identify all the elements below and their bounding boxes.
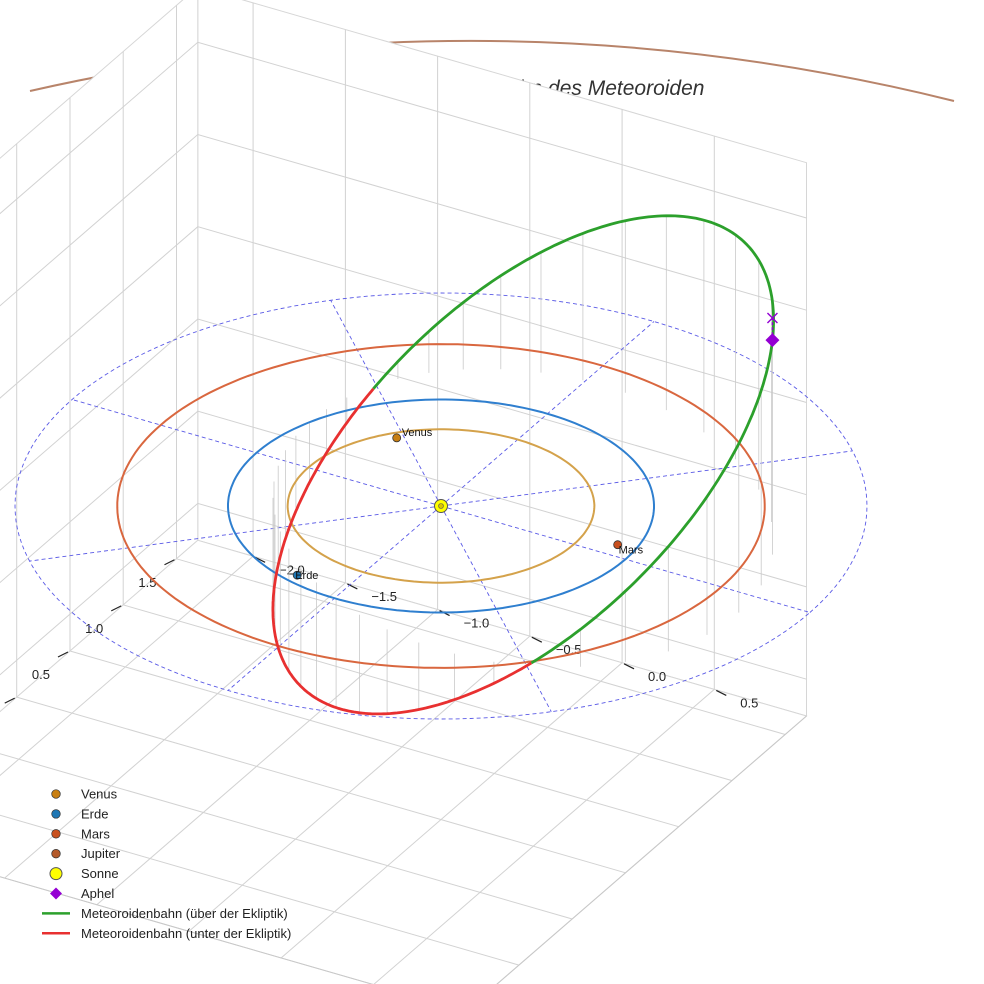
aphel-diamond: [765, 333, 780, 348]
planet-mars: [613, 540, 623, 550]
legend: Venus Erde Mars Jupiter Sonne Aphel Meteoroide…: [42, 787, 291, 941]
planet-orbits: [116, 343, 766, 669]
grid-line-y: [69, 97, 679, 828]
grid-line-y: [16, 143, 626, 874]
reference-spoke: [440, 505, 552, 712]
grid-line-z: [0, 133, 807, 311]
legend-label-meteoroidenbahn-über-der-ekliptik-: Meteoroidenbahn (über der Ekliptik): [81, 906, 288, 921]
meteoroid-drop-lines: [272, 215, 773, 714]
grid-line-z: [0, 41, 807, 219]
legend-label-erde: Erde: [81, 806, 108, 821]
axis-ticks: −2.0−1.5−1.0−0.50.00.5−1.0−0.50.00.51.01…: [4, 556, 758, 710]
legend-label-mars: Mars: [81, 826, 110, 841]
legend-label-aphel: Aphel: [81, 886, 114, 901]
grid-line-x: [188, 82, 531, 932]
grid-line-y: [0, 814, 520, 966]
grid-line-y: [0, 753, 573, 920]
meteoroid-orbit-below: [271, 589, 533, 716]
grid-line-x: [373, 136, 715, 984]
orbit-venus: [286, 428, 596, 584]
meteoroid-orbit-below: [272, 387, 375, 590]
x-tick-label: 0.5: [740, 695, 758, 710]
y-tick-mark: [164, 559, 175, 566]
aphel-x-marker: [766, 312, 778, 324]
grid-line-x: [280, 109, 623, 959]
y-tick-mark: [57, 651, 69, 658]
planet-label-venus: Venus: [402, 427, 433, 439]
orbit-erde: [227, 398, 655, 614]
legend-label-meteoroidenbahn-unter-der-ekliptik-: Meteoroidenbahn (unter der Ekliptik): [81, 926, 291, 941]
sun-core: [438, 503, 444, 509]
reference-spoke: [440, 450, 853, 507]
x-tick-label: −1.5: [371, 589, 397, 604]
y-tick-label: 1.0: [85, 621, 103, 636]
x-tick-mark: [716, 689, 727, 696]
grid-line-x: [96, 56, 439, 906]
x-tick-label: −1.0: [464, 616, 490, 631]
reference-ring: [14, 292, 868, 720]
grid-line-x: [4, 29, 346, 879]
planet-erde: [292, 570, 302, 580]
legend-marker-venus: [51, 789, 61, 799]
meteoroid-orbit: [271, 214, 775, 716]
legend-marker-aphel: [50, 887, 62, 900]
x-tick-mark: [623, 663, 635, 670]
legend-marker-sonne: [49, 867, 63, 881]
reference-spoke: [330, 300, 442, 507]
axis-panes: [0, 0, 808, 984]
legend-label-jupiter: Jupiter: [81, 846, 121, 861]
legend-label-venus: Venus: [81, 787, 118, 802]
x-tick-mark: [254, 556, 266, 563]
grid-line-z: [0, 226, 807, 403]
x-tick-label: 0.0: [648, 669, 666, 684]
planet-label-erde: Erde: [295, 570, 318, 582]
planet-label-mars: Mars: [619, 545, 644, 557]
y-tick-label: 0.5: [32, 667, 50, 682]
meteoroid-orbit-above: [372, 214, 775, 665]
x-tick-mark: [347, 583, 358, 590]
legend-marker-jupiter: [51, 849, 61, 859]
reference-spoke: [29, 505, 442, 562]
grid-line-z: [0, 410, 807, 588]
grid-line-y: [176, 5, 786, 735]
celestial-bodies: Venus Erde Mars: [292, 312, 780, 582]
orbit-mars: [116, 343, 766, 669]
y-tick-mark: [4, 697, 16, 704]
legend-marker-mars: [51, 829, 61, 839]
x-tick-mark: [531, 636, 543, 643]
y-tick-label: 1.5: [138, 575, 156, 590]
legend-marker-erde: [51, 809, 61, 819]
legend-label-sonne: Sonne: [81, 866, 119, 881]
planet-venus: [392, 433, 402, 443]
grid-line-y: [122, 51, 733, 782]
grid-line-z: [0, 502, 807, 680]
y-tick-mark: [110, 605, 122, 612]
